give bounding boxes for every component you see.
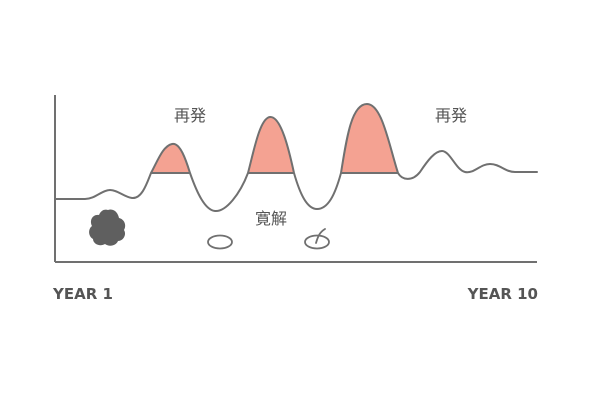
remission-label: 寛解 [255,209,287,228]
relapse-peak-3 [341,104,398,173]
empty-oval-icon [207,234,233,250]
sprouting-oval-icon [304,228,330,250]
disease-activity-curve [54,103,538,212]
year-end-label: YEAR 10 [467,285,538,303]
dark-blob-icon [89,209,126,246]
relapse-label-right: 再発 [435,106,467,125]
relapse-label-left: 再発 [174,106,206,125]
year-start-label: YEAR 1 [52,285,113,303]
